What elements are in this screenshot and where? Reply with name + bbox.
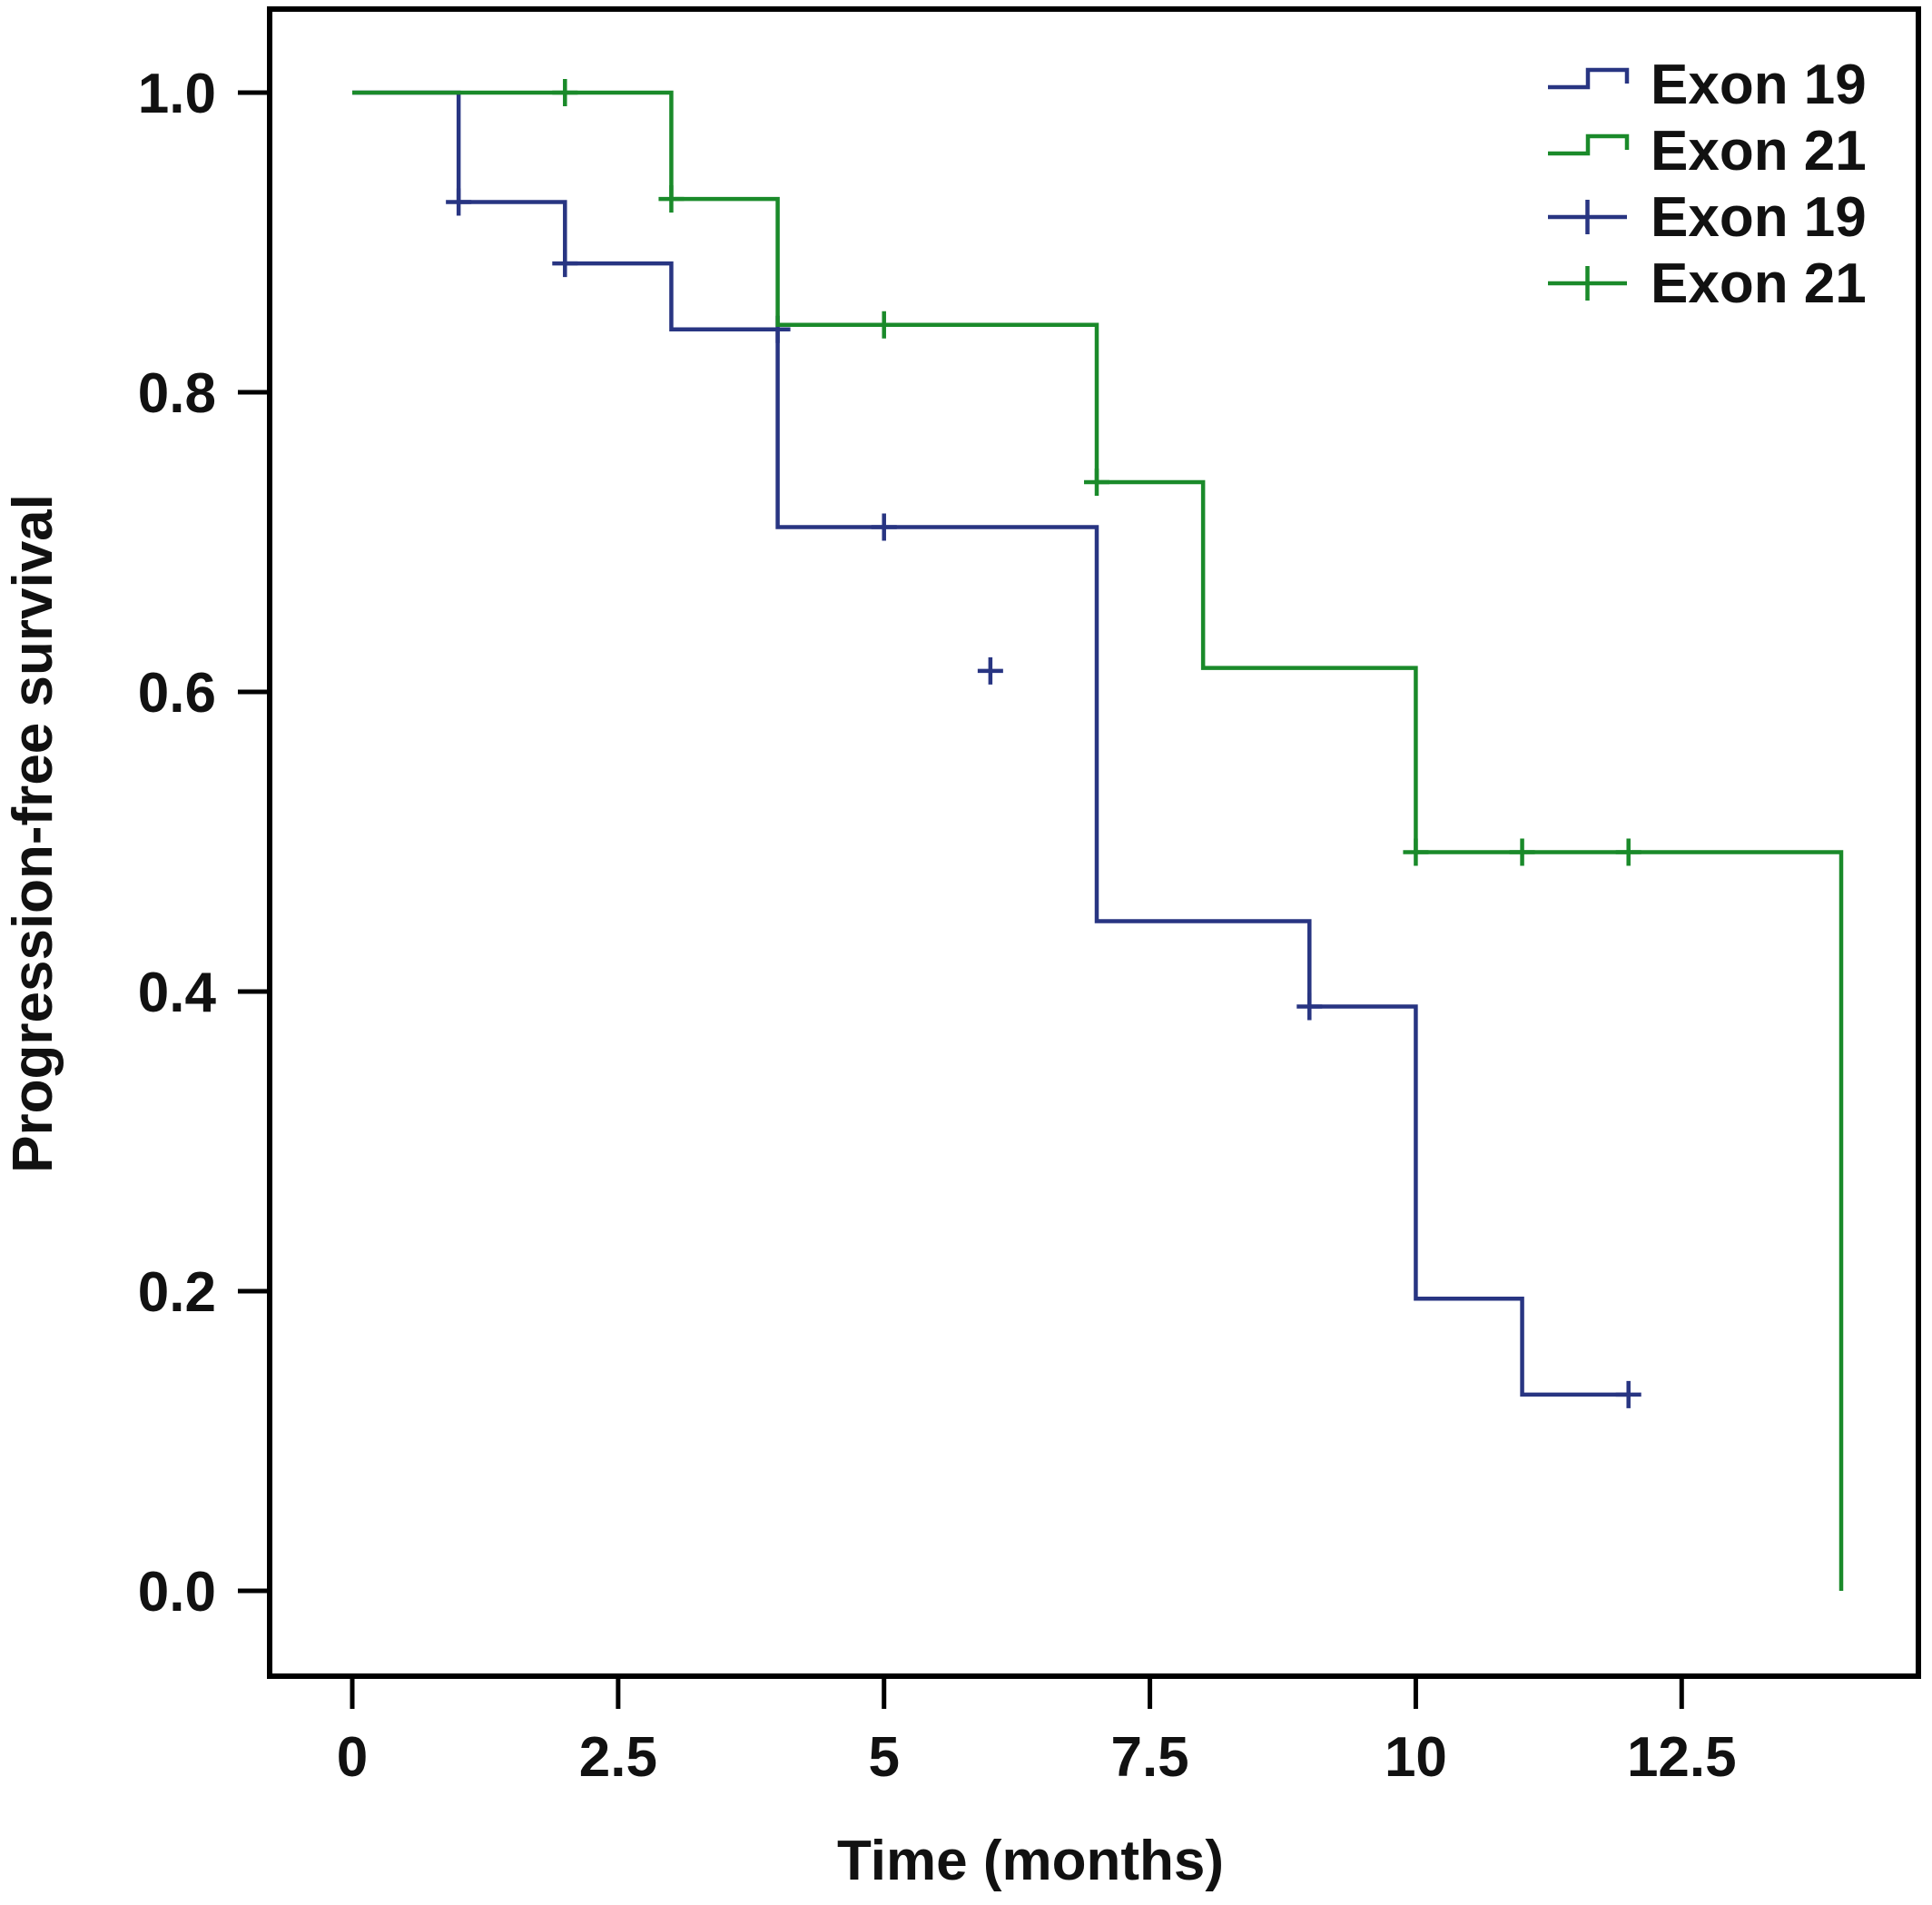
legend-swatch [1548,200,1627,234]
plot-frame [267,6,1921,1679]
censor-mark [977,656,1003,685]
series-layer [352,79,1844,1591]
survival-curve-1 [352,90,1629,1397]
legend-label: Exon 21 [1651,252,1867,315]
legend-label: Exon 21 [1651,120,1867,183]
y-tick-label: 0.8 [138,362,216,425]
censor-mark [871,311,897,339]
censor-mark [552,79,578,106]
censor-mark [552,250,578,278]
censor-mark [1296,992,1323,1021]
censor-mark [1084,469,1109,496]
legend-swatch [1548,67,1630,90]
y-tick-label: 0.0 [138,1561,216,1624]
y-tick-label: 0.6 [138,662,216,725]
x-tick-label: 0 [337,1726,368,1789]
censor-mark [1509,838,1535,866]
legend-label: Exon 19 [1651,54,1867,116]
x-tick-label: 5 [868,1726,899,1789]
x-tick-label: 2.5 [579,1726,657,1789]
x-tick-label: 12.5 [1627,1726,1737,1789]
x-tick-label: 7.5 [1110,1726,1188,1789]
censor-mark [1403,838,1429,866]
censor-mark [1615,1380,1641,1408]
x-axis-label: Time (months) [837,1830,1224,1892]
censor-mark [446,188,472,216]
legend-label: Exon 19 [1651,186,1867,249]
censor-mark [871,513,897,541]
legend-swatch [1548,133,1630,156]
x-tick-label: 10 [1385,1726,1447,1789]
y-tick-label: 1.0 [138,63,216,125]
censor-mark [658,185,685,213]
y-axis-label: Progression-free survival [2,494,64,1173]
x-axis: 0 2.5 5 7.5 10 12.5 [337,1676,1737,1789]
y-tick-label: 0.2 [138,1261,216,1324]
censor-mark [1615,838,1641,866]
legend-swatch [1548,266,1627,301]
y-axis: 0.0 0.2 0.4 0.6 0.8 1.0 [138,63,270,1624]
y-tick-label: 0.4 [138,962,217,1024]
